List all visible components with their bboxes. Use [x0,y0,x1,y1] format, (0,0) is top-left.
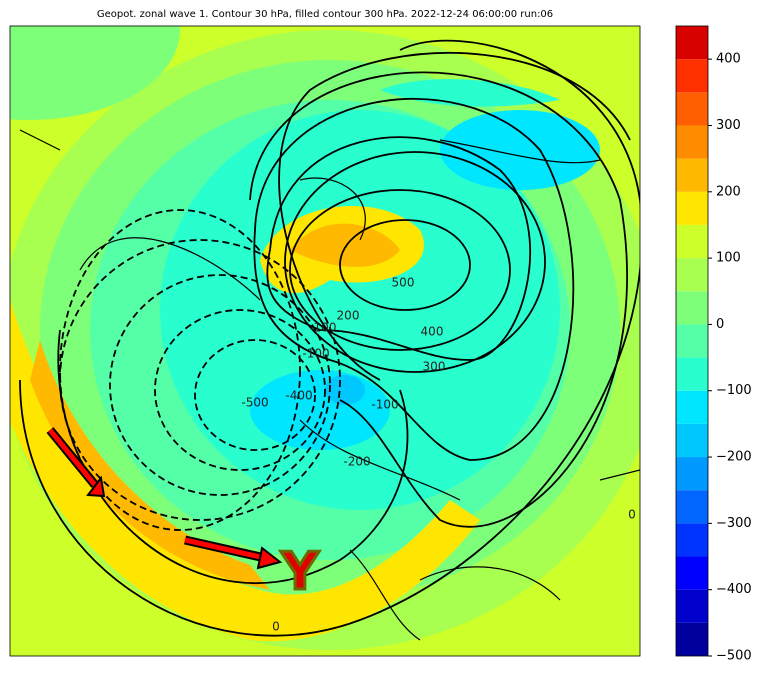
colorbar-tick-label: −200 [716,450,752,465]
colorbar-bin [676,92,708,126]
colorbar-frame [675,25,709,657]
colorbar-tick-label: −500 [716,649,752,664]
map: Y [10,26,640,656]
contour-label: -100 [302,347,329,361]
contour-label: 500 [392,276,415,290]
colorbar-tick-label: 0 [716,317,724,332]
contour-label: 0 [628,508,636,522]
contour-label: 400 [421,325,444,339]
colorbar-bin [676,556,708,590]
contour-label: 100 [314,321,337,335]
colorbar-tick-label: 400 [716,52,741,67]
colorbar-bin [676,622,708,656]
colorbar-bin [676,523,708,557]
contour-label: 300 [423,360,446,374]
colorbar-bin [676,357,708,391]
colorbar-tick-label: 100 [716,251,741,266]
colorbar-bin [676,59,708,93]
colorbar-tick-label: −400 [716,582,752,597]
colorbar-bin [676,125,708,159]
colorbar-bin [676,26,708,60]
arrows [46,427,283,570]
map-frame [9,25,641,657]
contour-label: 200 [337,309,360,323]
colorbar-bin [676,191,708,225]
contour-label: 0 [272,620,280,634]
colorbar-bin [676,258,708,292]
colorbar: −500 −400 −300 −200 −100 0 100 200 300 400 [675,25,752,664]
colorbar-tick-label: 200 [716,184,741,199]
colorbar-tick-label: −100 [716,383,752,398]
colorbar-bin [676,324,708,358]
contour-label: -100 [371,398,398,412]
contour-label: -400 [285,389,312,403]
colorbar-bin [676,390,708,424]
colorbar-bin [676,589,708,623]
colorbar-tick-label: −300 [716,516,752,531]
colorbar-bin [676,158,708,192]
colorbar-bin [676,423,708,458]
colorbar-tick-label: 300 [716,118,741,133]
annotation: Y [280,542,320,602]
colorbar-bin [676,291,708,325]
contour-label: -200 [343,455,370,469]
title: Geopot. zonal wave 1. Contour 30 hPa, fi… [97,9,553,20]
colorbar-bin [676,457,708,491]
colorbar-bin [676,490,708,524]
contour-label: -500 [241,396,268,410]
colorbar-bin [676,224,708,259]
